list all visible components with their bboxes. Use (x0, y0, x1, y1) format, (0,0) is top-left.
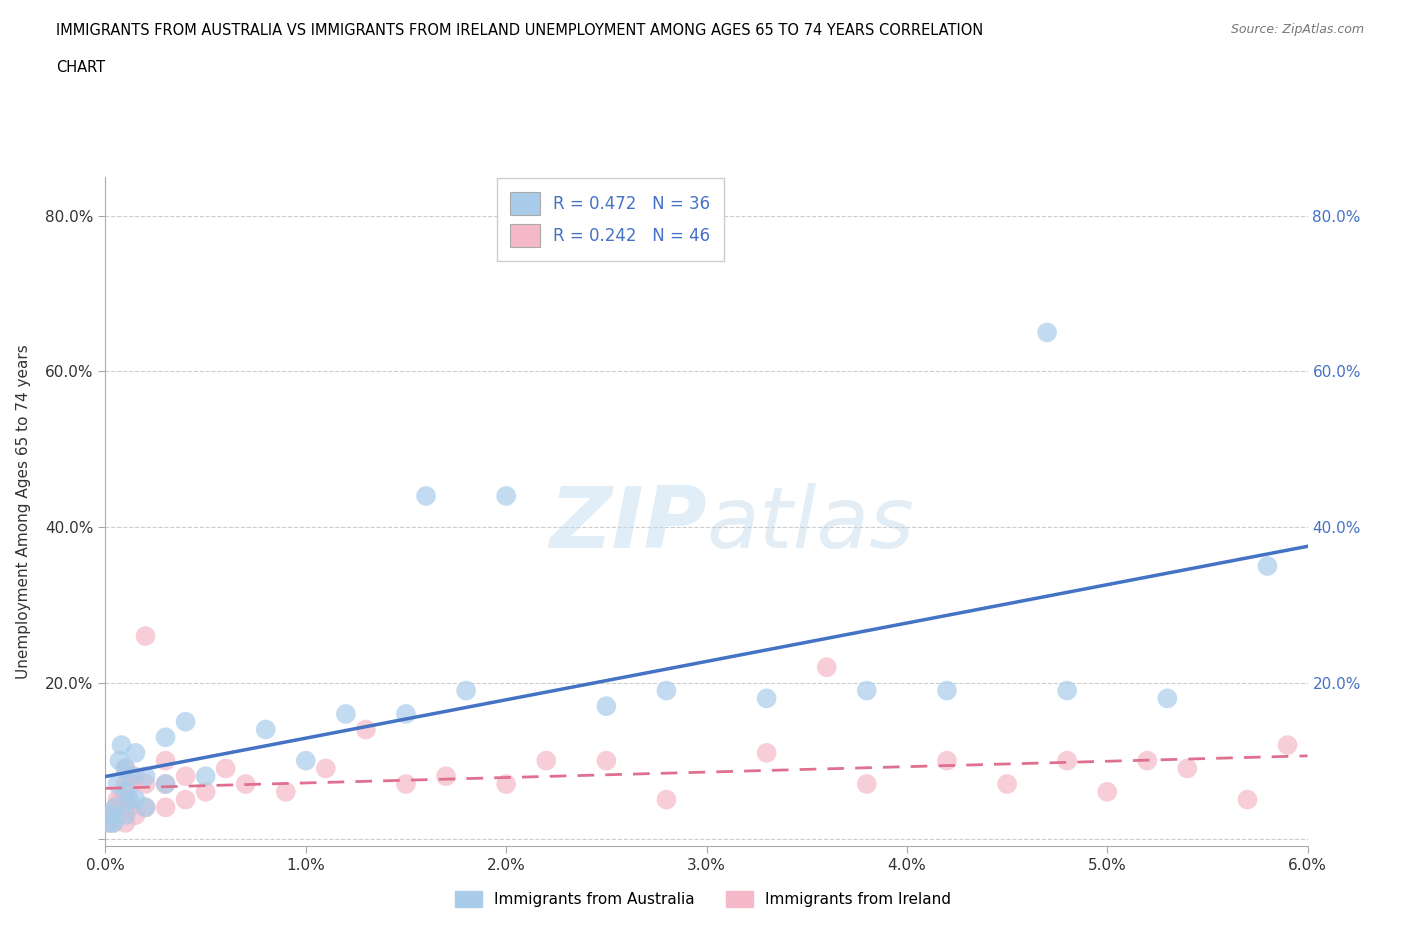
Point (135, 800, 157, 815)
Point (100, 808, 122, 823)
Point (135, 777, 157, 791)
Point (1257, 559, 1279, 574)
Point (155, 730, 177, 745)
Legend: Immigrants from Australia, Immigrants from Ireland: Immigrants from Australia, Immigrants fr… (449, 884, 957, 913)
Point (354, 722, 377, 737)
Legend: R = 0.472   N = 36, R = 0.242   N = 46: R = 0.472 N = 36, R = 0.242 N = 46 (496, 179, 724, 260)
Point (135, 629, 157, 644)
Point (595, 753, 617, 768)
Text: Source: ZipAtlas.com: Source: ZipAtlas.com (1230, 23, 1364, 36)
Point (124, 769, 146, 784)
Point (118, 800, 141, 815)
Point (114, 761, 136, 776)
Point (534, 753, 557, 768)
Point (103, 816, 125, 830)
Text: ZIP: ZIP (548, 484, 707, 566)
Point (434, 769, 457, 784)
Point (104, 800, 127, 815)
Point (118, 792, 141, 807)
Point (995, 777, 1018, 791)
Point (114, 761, 136, 776)
Point (174, 792, 197, 807)
Point (1277, 737, 1299, 752)
Point (124, 808, 146, 823)
Point (315, 761, 337, 776)
Text: CHART: CHART (56, 60, 105, 75)
Point (1056, 753, 1078, 768)
Point (100, 808, 122, 823)
Point (135, 800, 157, 815)
Point (155, 753, 177, 768)
Point (114, 808, 136, 823)
Point (108, 808, 131, 823)
Point (335, 707, 357, 722)
Point (1156, 691, 1178, 706)
Point (1175, 761, 1198, 776)
Point (855, 777, 877, 791)
Point (1036, 325, 1059, 339)
Point (155, 777, 177, 791)
Text: IMMIGRANTS FROM AUSTRALIA VS IMMIGRANTS FROM IRELAND UNEMPLOYMENT AMONG AGES 65 : IMMIGRANTS FROM AUSTRALIA VS IMMIGRANTS … (56, 23, 983, 38)
Point (114, 816, 136, 830)
Point (114, 784, 136, 799)
Point (295, 753, 318, 768)
Point (595, 698, 617, 713)
Point (936, 684, 959, 698)
Point (121, 769, 143, 784)
Point (155, 777, 177, 791)
Point (395, 707, 418, 722)
Point (103, 816, 125, 830)
Point (815, 659, 838, 674)
Point (936, 753, 959, 768)
Point (121, 777, 143, 791)
Point (235, 777, 257, 791)
Point (415, 488, 437, 503)
Point (1056, 684, 1078, 698)
Point (495, 777, 517, 791)
Point (155, 800, 177, 815)
Point (855, 684, 877, 698)
Point (755, 691, 778, 706)
Point (124, 746, 146, 761)
Point (194, 784, 217, 799)
Point (1136, 753, 1159, 768)
Point (495, 488, 517, 503)
Y-axis label: Unemployment Among Ages 65 to 74 years: Unemployment Among Ages 65 to 74 years (17, 344, 31, 679)
Point (214, 761, 236, 776)
Text: atlas: atlas (707, 484, 914, 566)
Point (454, 684, 477, 698)
Point (124, 792, 146, 807)
Point (110, 792, 132, 807)
Point (1236, 792, 1258, 807)
Point (194, 769, 217, 784)
Point (1097, 784, 1119, 799)
Point (755, 746, 778, 761)
Point (395, 777, 418, 791)
Point (107, 792, 129, 807)
Point (108, 753, 131, 768)
Point (135, 769, 157, 784)
Point (655, 684, 678, 698)
Point (107, 777, 129, 791)
Point (98, 816, 121, 830)
Point (110, 737, 132, 752)
Point (104, 800, 127, 815)
Point (174, 714, 197, 729)
Point (98, 816, 121, 830)
Point (655, 792, 678, 807)
Point (254, 722, 277, 737)
Point (274, 784, 297, 799)
Point (114, 792, 136, 807)
Point (114, 777, 136, 791)
Point (174, 769, 197, 784)
